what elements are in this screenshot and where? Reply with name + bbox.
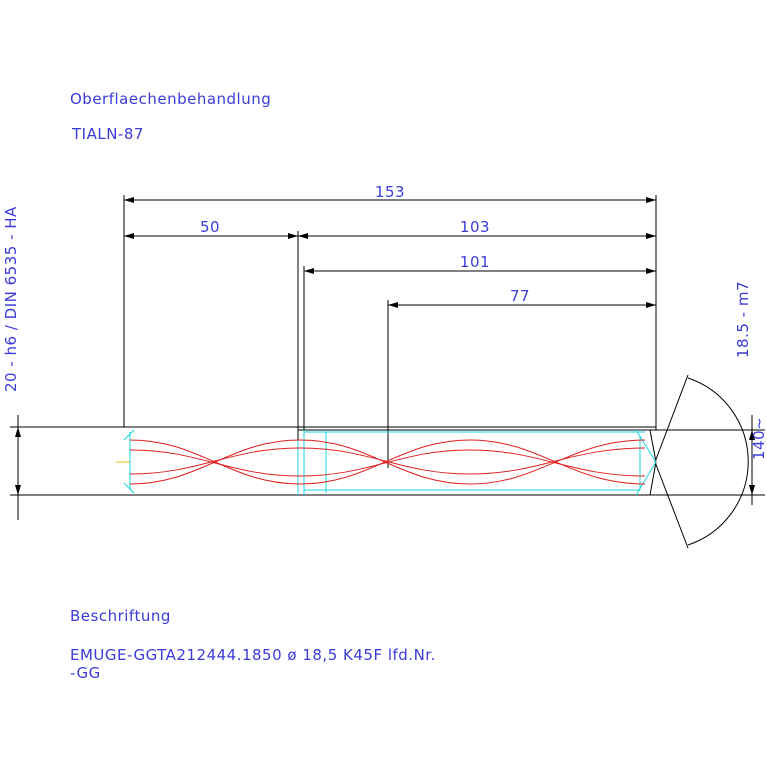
diameter-spec: 18.5 - m7 bbox=[734, 281, 752, 358]
surface-heading: Oberflaechenbehandlung bbox=[70, 90, 271, 108]
dimension-label: 77 bbox=[510, 287, 530, 305]
dimension-label: 101 bbox=[460, 253, 490, 271]
dimension-label: 153 bbox=[375, 183, 405, 201]
dimension-lines bbox=[10, 195, 765, 549]
dimension-label: 50 bbox=[200, 218, 220, 236]
label-text: -GG bbox=[70, 664, 101, 682]
tool-body bbox=[116, 426, 657, 496]
surface-value: TIALN-87 bbox=[71, 125, 144, 143]
angle-label: 140~ bbox=[750, 417, 767, 460]
label-text: EMUGE-GGTA212444.1850 ø 18,5 K45F lfd.Nr… bbox=[70, 646, 436, 664]
label-heading: Beschriftung bbox=[70, 607, 171, 625]
dimension-label: 103 bbox=[460, 218, 490, 236]
shank-spec: 20 - h6 / DIN 6535 - HA bbox=[2, 206, 20, 392]
